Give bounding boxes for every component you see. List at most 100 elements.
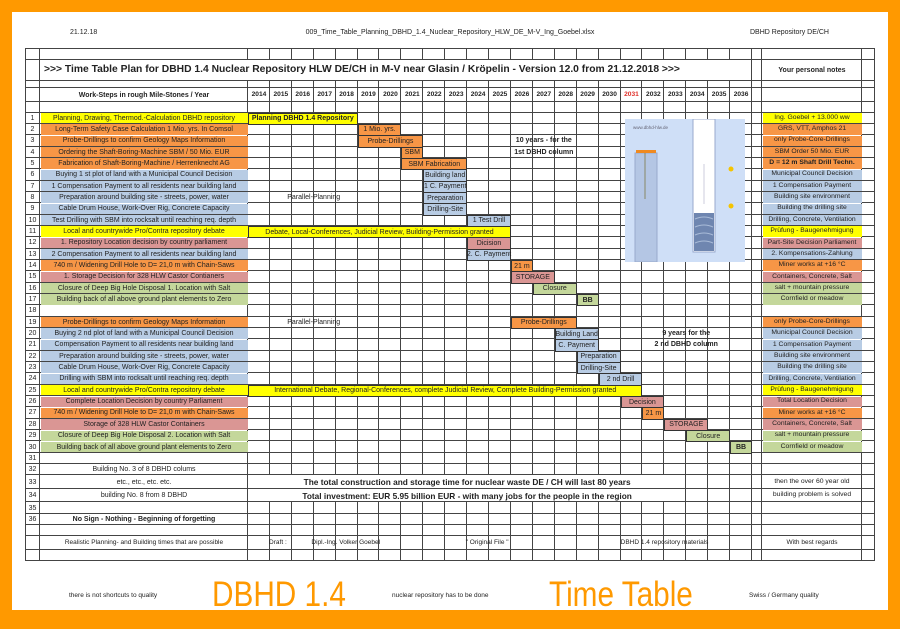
grid-cell [576, 407, 599, 419]
grid-cell [379, 146, 402, 158]
grid-cell [291, 48, 314, 60]
grid-cell [335, 327, 358, 340]
grid-cell [335, 248, 358, 260]
grid-cell [554, 536, 577, 551]
grid-cell [357, 48, 380, 60]
grid-cell [598, 396, 621, 408]
grid-cell [335, 407, 358, 419]
grid-cell [445, 305, 468, 317]
grid-cell [291, 214, 314, 226]
grid-cell [598, 157, 621, 170]
task-label: Buying 1 st plot of land with a Municipa… [40, 169, 248, 181]
grid-cell [576, 157, 599, 170]
row-number: 23 [28, 364, 37, 372]
grid-cell [532, 48, 555, 60]
grid-cell [686, 282, 709, 294]
grid-cell [379, 48, 402, 60]
grid-cell [313, 248, 336, 260]
year-header-2030: 2030 [602, 90, 617, 98]
grid-cell [467, 157, 490, 170]
grid-cell [532, 502, 555, 514]
grid-cell [401, 452, 424, 465]
annotation-label: Total investment: EUR 5.95 billion EUR -… [302, 490, 632, 501]
grid-cell [620, 282, 643, 294]
grid-cell [467, 361, 490, 374]
grid-cell [379, 513, 402, 526]
grid-cell [401, 81, 424, 88]
grid-cell [313, 407, 336, 419]
grid-cell [379, 282, 402, 294]
grid-cell [620, 361, 643, 374]
grid-cell [423, 339, 446, 351]
grid-cell [445, 536, 468, 551]
grid-cell [291, 157, 314, 170]
grid-cell [664, 88, 687, 102]
row-number: 5 [30, 160, 35, 168]
grid-cell [762, 488, 862, 503]
grid-cell [620, 316, 643, 328]
grid-cell [25, 418, 40, 430]
grid-cell [357, 203, 380, 215]
grid-cell [445, 316, 468, 328]
grid-cell [598, 513, 621, 526]
grid-cell [357, 271, 380, 283]
note-cell: 1 Compensation Payment [762, 339, 862, 351]
grid-cell [467, 305, 490, 317]
grid-cell [510, 123, 533, 136]
grid-cell [730, 464, 752, 476]
grid-cell [40, 88, 248, 102]
grid-cell [489, 293, 511, 306]
grid-cell [357, 407, 380, 419]
grid-cell [357, 282, 380, 294]
row-number: 8 [30, 194, 35, 202]
grid-cell [664, 407, 687, 419]
grid-cell [423, 361, 446, 374]
grid-cell [401, 327, 424, 340]
note-cell: Drilling, Concrete, Ventilation [762, 215, 862, 226]
grid-cell [664, 441, 687, 453]
note-cell: salt + mountain pressure [762, 283, 862, 294]
grid-cell [751, 135, 762, 147]
grid-cell [664, 452, 687, 465]
grid-cell [25, 361, 40, 374]
grid-cell [576, 513, 599, 526]
grid-cell [269, 430, 292, 442]
grid-cell [532, 327, 555, 340]
grid-cell [423, 350, 446, 362]
grid-cell [248, 407, 270, 419]
grid-cell [664, 316, 687, 328]
grid-cell [642, 316, 665, 328]
grid-cell [291, 396, 314, 408]
grid-cell [730, 327, 752, 340]
grid-cell [489, 48, 511, 60]
grid-cell [379, 418, 402, 430]
grid-cell [598, 418, 621, 430]
grid-cell [686, 502, 709, 514]
grid-cell [620, 350, 643, 362]
grid-cell [357, 81, 380, 88]
note-cell: Municipal Council Decision [762, 169, 862, 181]
grid-cell [335, 293, 358, 306]
grid-cell [862, 88, 875, 102]
grid-cell [445, 327, 468, 340]
grid-cell [554, 502, 577, 514]
gantt-bar: International Debate, Regional-Conferenc… [248, 384, 643, 397]
grid-cell [762, 513, 862, 526]
grid-cell [708, 550, 731, 562]
grid-cell [862, 452, 875, 465]
grid-cell [467, 350, 490, 362]
grid-cell [248, 180, 270, 192]
grid-cell [598, 180, 621, 192]
task-label: Closure of Deep Big Hole Disposal 2. Loc… [40, 430, 248, 441]
grid-cell [532, 525, 555, 537]
grid-cell [423, 316, 446, 328]
grid-cell [686, 525, 709, 537]
row-number: 36 [28, 515, 37, 523]
grid-cell [686, 316, 709, 328]
grid-cell [598, 452, 621, 465]
time-table-grid: >>> Time Table Plan for DBHD 1.4 Nuclear… [12, 12, 888, 610]
grid-cell [291, 430, 314, 442]
grid-cell [401, 525, 424, 537]
grid-cell [576, 191, 599, 204]
grid-cell [25, 384, 40, 396]
